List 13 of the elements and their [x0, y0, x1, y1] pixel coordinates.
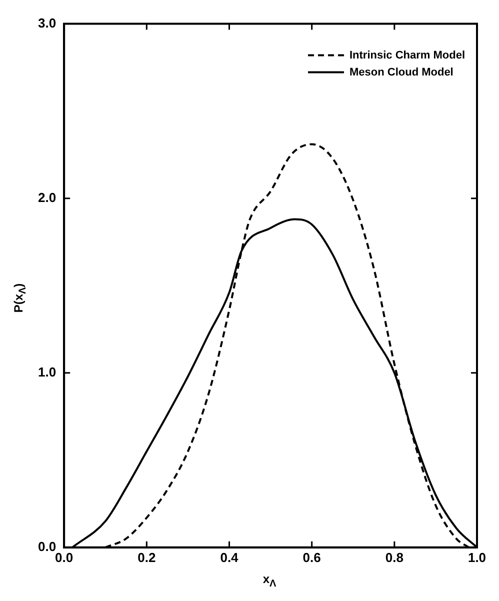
legend-label: Meson Cloud Model	[349, 66, 454, 78]
y-tick-label: 1.0	[38, 364, 56, 380]
x-tick-label: 0.2	[138, 550, 156, 565]
y-tick-label: 0.0	[38, 538, 56, 554]
legend-label: Intrinsic Charm Model	[349, 49, 466, 62]
y-tick-label: 3.0	[38, 15, 56, 30]
x-tick-label: 1.0	[468, 550, 486, 565]
x-tick-label: 0.4	[220, 550, 240, 565]
x-tick-label: 0.6	[302, 550, 321, 565]
x-tick-label: 0.0	[55, 550, 74, 565]
x-tick-label: 0.8	[385, 550, 404, 565]
y-tick-label: 2.0	[38, 190, 56, 205]
x-axis-title: x$_{Λ}$	[262, 572, 278, 589]
